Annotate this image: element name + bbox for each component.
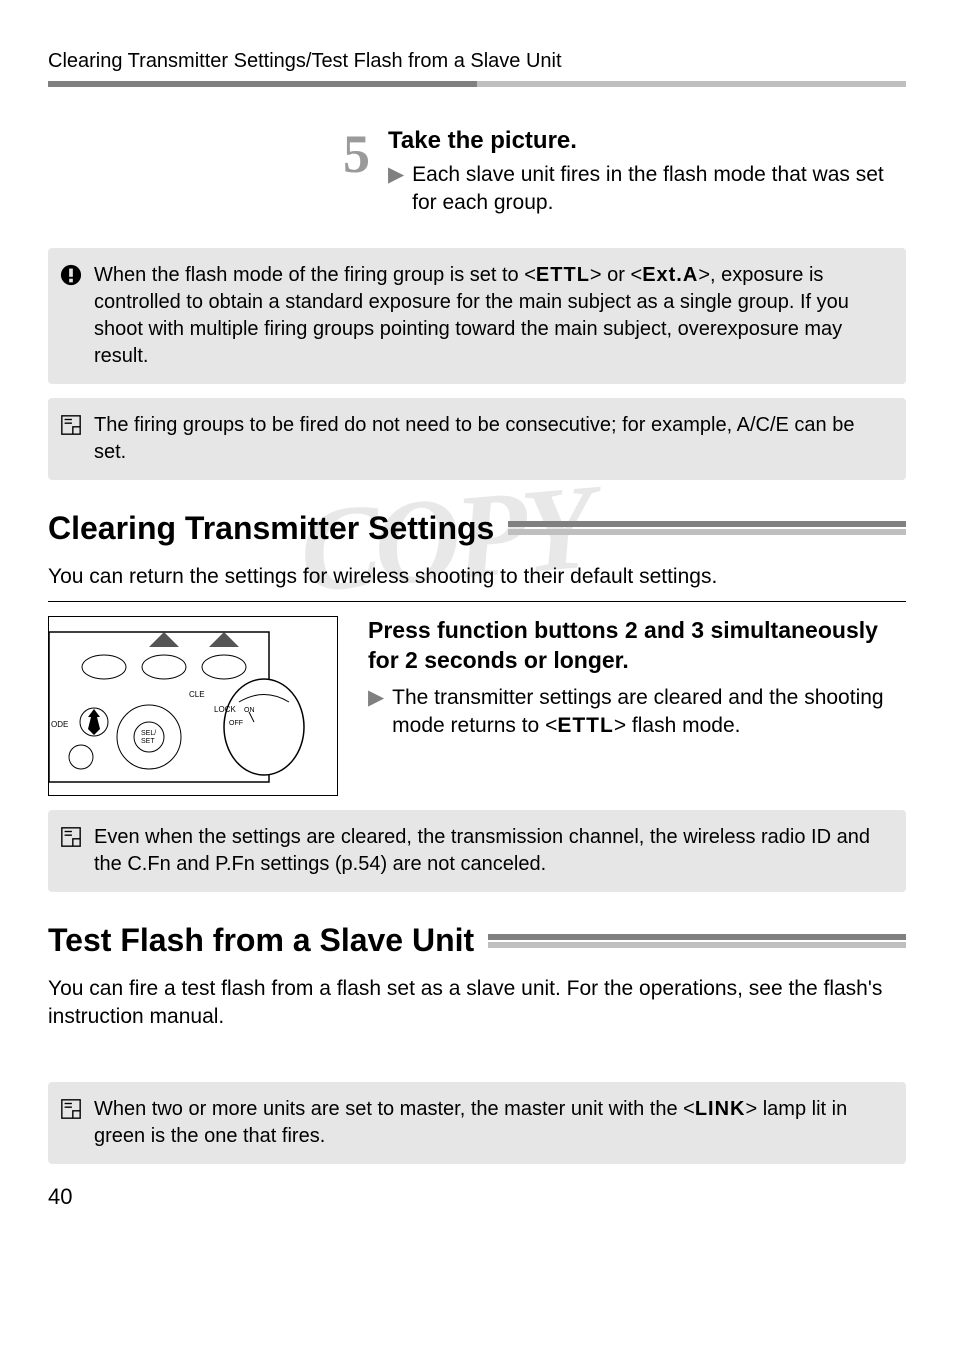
warning-icon bbox=[60, 264, 82, 286]
svg-text:CLE: CLE bbox=[189, 690, 205, 699]
page-number: 40 bbox=[48, 1184, 906, 1210]
instruction-row: CLE SEL/ SET ODE LOCK ON OFF Press funct… bbox=[48, 616, 906, 796]
section-1-heading: Clearing Transmitter Settings bbox=[48, 510, 906, 547]
svg-text:LOCK: LOCK bbox=[214, 705, 236, 714]
triangle-bullet-icon: ▶ bbox=[368, 684, 384, 741]
note-callout-3: When two or more units are set to master… bbox=[48, 1082, 906, 1164]
section-2-title: Test Flash from a Slave Unit bbox=[48, 922, 474, 959]
note-2-text: Even when the settings are cleared, the … bbox=[94, 824, 888, 878]
svg-text:SEL/: SEL/ bbox=[141, 730, 156, 737]
page-header-breadcrumb: Clearing Transmitter Settings/Test Flash… bbox=[48, 50, 906, 81]
section-2-heading: Test Flash from a Slave Unit bbox=[48, 922, 906, 959]
svg-text:SET: SET bbox=[141, 738, 155, 745]
step-bullet-text: Each slave unit fires in the flash mode … bbox=[412, 161, 906, 218]
svg-text:ODE: ODE bbox=[51, 720, 68, 729]
svg-text:OFF: OFF bbox=[229, 720, 243, 727]
section-2-intro: You can fire a test flash from a flash s… bbox=[48, 975, 906, 1032]
step-5: 5 Take the picture. ▶ Each slave unit fi… bbox=[343, 127, 906, 218]
device-diagram: CLE SEL/ SET ODE LOCK ON OFF bbox=[48, 616, 338, 796]
warning-text: When the flash mode of the firing group … bbox=[94, 262, 888, 370]
section-1-intro: You can return the settings for wireless… bbox=[48, 563, 906, 591]
triangle-bullet-icon: ▶ bbox=[388, 161, 404, 218]
header-rule bbox=[48, 81, 906, 87]
note-icon bbox=[60, 1098, 82, 1120]
section-rule bbox=[488, 934, 906, 948]
note-icon bbox=[60, 826, 82, 848]
section-1-title: Clearing Transmitter Settings bbox=[48, 510, 494, 547]
step-bullet: ▶ Each slave unit fires in the flash mod… bbox=[388, 161, 906, 218]
note-callout-2: Even when the settings are cleared, the … bbox=[48, 810, 906, 892]
instruction-bullet-text: The transmitter settings are cleared and… bbox=[392, 684, 906, 741]
warning-callout: When the flash mode of the firing group … bbox=[48, 248, 906, 384]
note-1-text: The firing groups to be fired do not nee… bbox=[94, 412, 888, 466]
instruction-bullet: ▶ The transmitter settings are cleared a… bbox=[368, 684, 906, 741]
section-rule bbox=[508, 521, 906, 535]
note-3-text: When two or more units are set to master… bbox=[94, 1096, 888, 1150]
step-title: Take the picture. bbox=[388, 127, 906, 155]
step-number: 5 bbox=[343, 127, 370, 218]
instruction-title: Press function buttons 2 and 3 simultane… bbox=[368, 616, 906, 676]
note-callout-1: The firing groups to be fired do not nee… bbox=[48, 398, 906, 480]
note-icon bbox=[60, 414, 82, 436]
thin-rule bbox=[48, 601, 906, 602]
